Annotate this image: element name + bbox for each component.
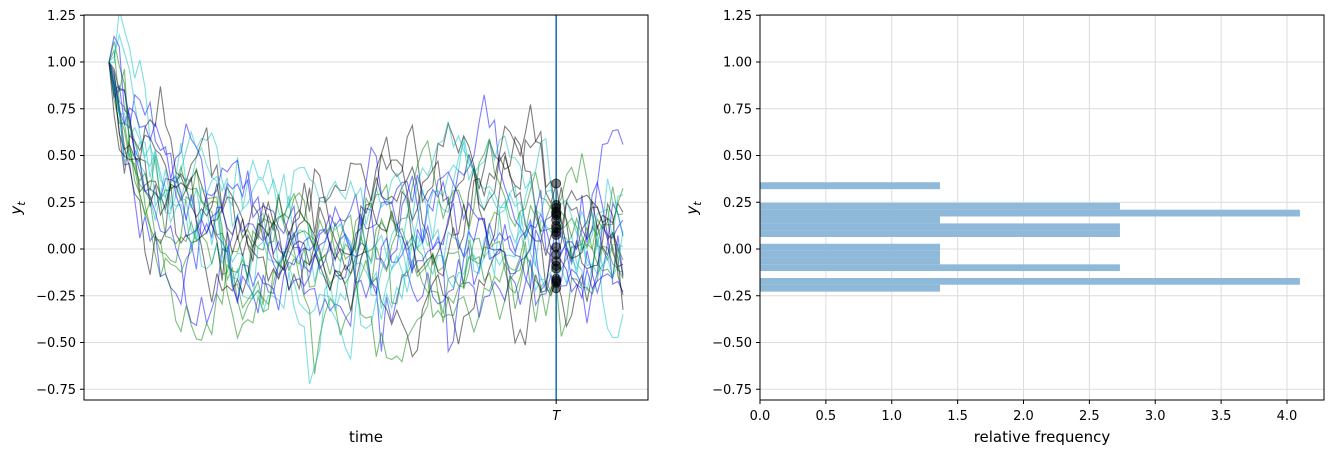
series-line (108, 61, 624, 311)
y-tick-label: 1.00 (47, 56, 76, 71)
series-lines (108, 15, 624, 400)
value-at-T-marker (551, 242, 562, 253)
series-line (108, 61, 624, 354)
y-tick-label: −0.25 (36, 289, 76, 304)
series-line (108, 61, 624, 339)
histogram-bar (760, 209, 1300, 217)
y-tick-label: 0.50 (47, 149, 76, 164)
histogram-bar (760, 223, 1120, 231)
x-tick-label: 2.0 (1013, 409, 1034, 424)
y-tick-label: 1.25 (723, 9, 752, 24)
x-tick-label: 4.0 (1277, 409, 1298, 424)
x-tick-label: 0.0 (750, 409, 771, 424)
axes-frame (759, 14, 1325, 401)
series-line (108, 61, 624, 358)
x-tick-label: 3.5 (1211, 409, 1232, 424)
x-tick-label: 1.0 (881, 409, 902, 424)
y-tick-label: 1.25 (47, 9, 76, 24)
histogram-bar (760, 230, 1120, 238)
series-line (108, 61, 624, 281)
x-axis-label: time (349, 428, 383, 446)
y-tick-label: −0.25 (712, 289, 752, 304)
y-tick-label: 0.25 (723, 196, 752, 211)
y-tick-label: 1.00 (723, 56, 752, 71)
series-line (108, 61, 624, 324)
y-tick-label: −0.50 (36, 336, 76, 351)
x-tick-label: 2.5 (1079, 409, 1100, 424)
y-ticks: 1.25 1.00 0.75 0.50 0.25 0.00 −0.25 −0.50 −0.75 (712, 9, 760, 398)
value-at-T-marker (551, 273, 562, 284)
y-tick-label: −0.75 (712, 383, 752, 398)
histogram-bar (760, 243, 940, 251)
value-at-T-marker (551, 178, 562, 189)
histogram-bar (760, 182, 940, 190)
x-tick-label: 1.5 (947, 409, 968, 424)
axes-frame (83, 14, 649, 401)
time-series-plot: 1.251.000.750.500.250.00−0.25−0.50−0.75 … (7, 9, 649, 446)
y-tick-label: 0.75 (723, 102, 752, 117)
y-ticks: 1.25 1.00 0.75 0.50 0.25 0.00 −0.25 −0.50 −0.75 (36, 9, 84, 398)
y-tick-label: 0.00 (47, 243, 76, 258)
histogram-bar (760, 216, 940, 224)
histogram-bar (760, 202, 1120, 210)
histogram-bar (760, 257, 940, 265)
histogram-bars (760, 182, 1300, 292)
y-axis-label: yt (683, 201, 704, 216)
series-line (108, 61, 624, 280)
y-axis-label: yt (7, 201, 28, 216)
x-ticks: 0.0 0.5 1.0 1.5 2.0 2.5 3.0 3.5 4.0 (750, 400, 1298, 424)
series-line (108, 15, 624, 315)
series-line (108, 61, 624, 327)
y-tick-label: 0.75 (47, 102, 76, 117)
value-at-T-marker (551, 200, 562, 211)
y-tick-label: −0.50 (712, 336, 752, 351)
y-tick-label: 0.50 (723, 149, 752, 164)
histogram-bar (760, 264, 1120, 272)
histogram-bar (760, 277, 1300, 285)
y-tick-label: 0.00 (723, 243, 752, 258)
x-tick-label: T (552, 409, 561, 424)
x-tick-label: 3.0 (1145, 409, 1166, 424)
histogram-bar (760, 284, 940, 292)
x-ticks: T (552, 400, 561, 424)
y-tick-label: −0.75 (36, 383, 76, 398)
y-tick-label: 0.25 (47, 196, 76, 211)
x-axis-label: relative frequency (974, 428, 1111, 446)
histogram-plot: 1.251.000.750.500.250.00−0.25−0.50−0.75 … (683, 9, 1325, 446)
series-line (108, 48, 624, 341)
x-tick-label: 0.5 (816, 409, 837, 424)
series-line (108, 61, 624, 363)
histogram-bar (760, 250, 940, 258)
